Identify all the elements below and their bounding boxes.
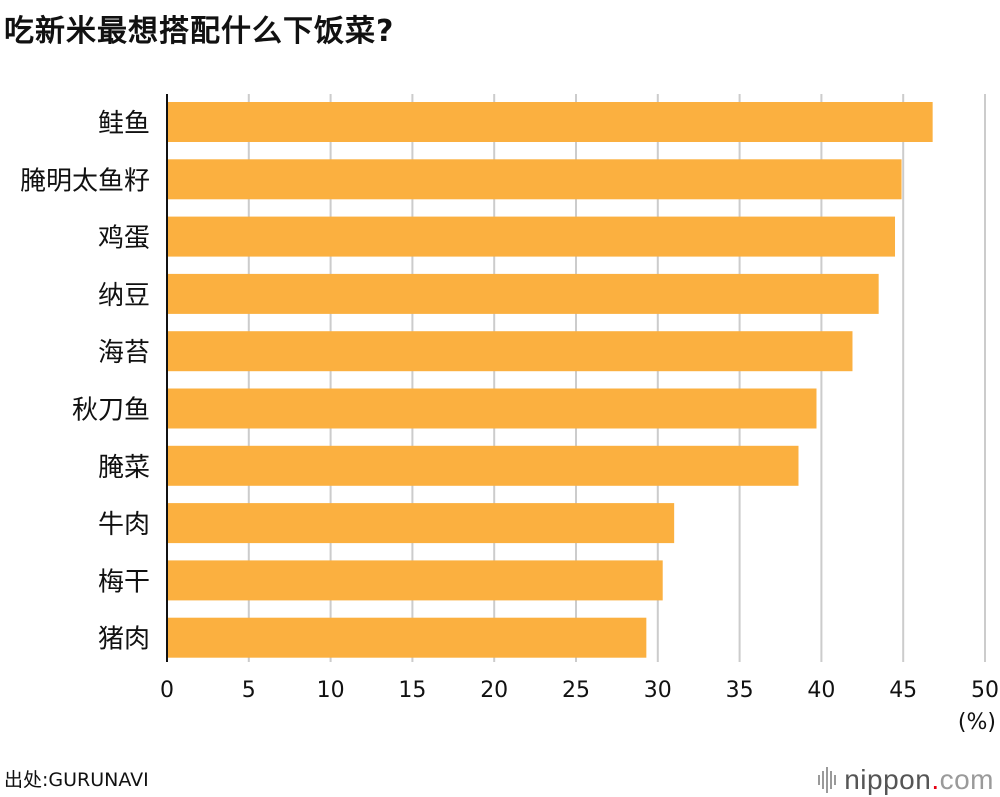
bar <box>167 102 933 142</box>
category-label: 梅干 <box>98 567 150 597</box>
x-tick-label: 45 <box>889 678 917 703</box>
category-label: 腌菜 <box>98 453 150 483</box>
category-label: 牛肉 <box>98 510 150 540</box>
nippon-logo: nippon.com <box>818 763 994 797</box>
bar <box>167 503 675 544</box>
bar <box>167 273 879 314</box>
x-tick-label: 25 <box>562 678 590 703</box>
x-axis-unit: (%) <box>958 710 996 735</box>
x-tick-label: 0 <box>160 678 174 703</box>
bar <box>167 617 647 658</box>
category-label: 鲑鱼 <box>98 109 150 139</box>
bar <box>167 331 853 372</box>
category-label: 鸡蛋 <box>98 224 150 254</box>
nippon-logo-text: nippon.com <box>844 764 994 795</box>
x-tick-label: 10 <box>317 678 345 703</box>
x-tick-label: 20 <box>480 678 508 703</box>
x-tick-label: 35 <box>726 678 754 703</box>
x-tick-label: 5 <box>242 678 256 703</box>
x-tick-label: 50 <box>971 678 999 703</box>
bar <box>167 560 663 601</box>
x-tick-label: 15 <box>398 678 426 703</box>
category-label: 纳豆 <box>98 281 150 311</box>
bars <box>167 102 933 658</box>
x-tick-label: 30 <box>644 678 672 703</box>
bar <box>167 216 896 257</box>
bar <box>167 445 799 486</box>
category-label: 猪肉 <box>98 625 150 655</box>
chart-title: 吃新米最想搭配什么下饭菜? <box>4 14 395 49</box>
bar <box>167 159 902 200</box>
x-tick-label: 40 <box>807 678 835 703</box>
source-note: 出处:GURUNAVI <box>4 769 149 791</box>
category-label: 腌明太鱼籽 <box>20 166 150 196</box>
bar <box>167 388 817 429</box>
category-label: 海苔 <box>98 338 150 368</box>
category-label: 秋刀鱼 <box>72 396 150 426</box>
nippon-logo-icon <box>818 767 837 793</box>
